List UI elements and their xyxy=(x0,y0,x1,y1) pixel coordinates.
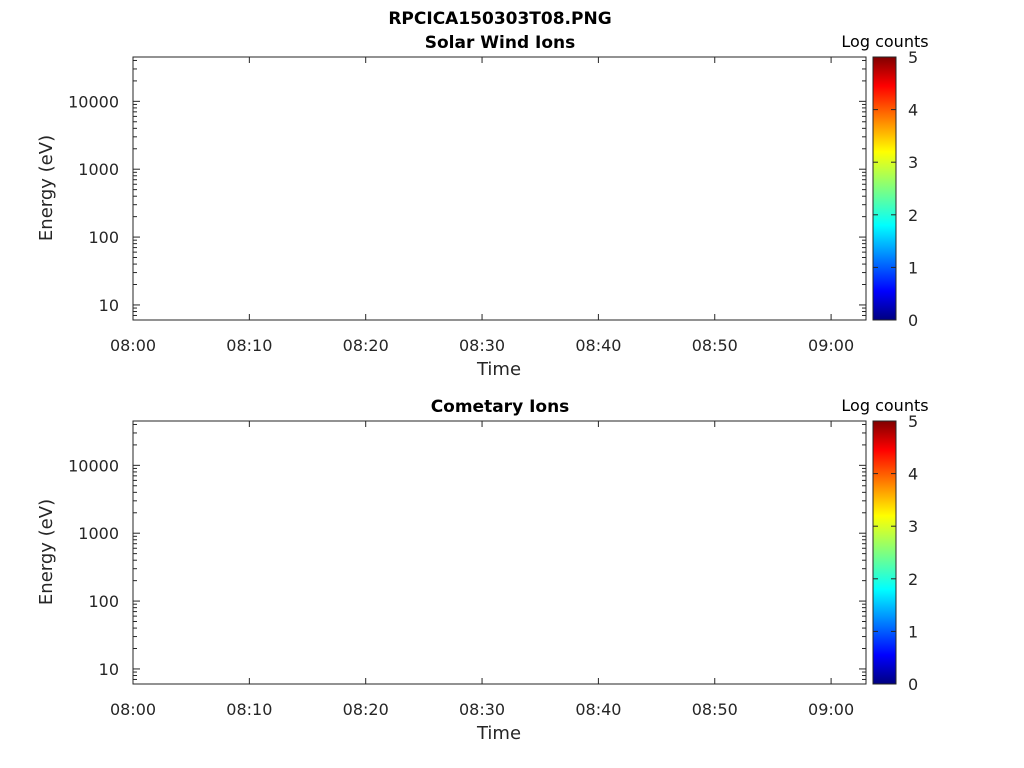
x-axis-label: Time xyxy=(476,359,521,380)
colorbar-tick-label: 5 xyxy=(908,412,918,431)
y-tick-label: 1000 xyxy=(78,160,119,179)
colorbar xyxy=(872,420,897,685)
y-tick-label: 10000 xyxy=(68,92,119,111)
colorbar-tick-label: 2 xyxy=(908,206,918,225)
colorbar-tick-label: 4 xyxy=(908,465,918,484)
x-tick-label: 08:10 xyxy=(226,700,272,719)
x-tick-label: 08:20 xyxy=(343,336,389,355)
y-axis-label: Energy (eV) xyxy=(36,135,57,241)
plot-area xyxy=(132,420,867,685)
x-tick-label: 08:50 xyxy=(692,700,738,719)
colorbar-tick-label: 1 xyxy=(908,622,918,641)
x-tick-label: 09:00 xyxy=(808,700,854,719)
x-tick-label: 08:00 xyxy=(110,700,156,719)
x-axis-label: Time xyxy=(476,723,521,744)
solar-wind-panel: Solar Wind Ions Log counts Time Energy (… xyxy=(36,32,929,380)
panel-title: Cometary Ions xyxy=(431,397,570,417)
colorbar xyxy=(872,56,897,321)
colorbar-tick-label: 1 xyxy=(908,258,918,277)
colorbar-tick-label: 4 xyxy=(908,101,918,120)
x-tick-label: 08:50 xyxy=(692,336,738,355)
colorbar-label: Log counts xyxy=(841,32,928,51)
colorbar-tick-label: 0 xyxy=(908,675,918,694)
colorbar-label: Log counts xyxy=(841,396,928,415)
colorbar-tick-label: 3 xyxy=(908,153,918,172)
panel-title: Solar Wind Ions xyxy=(425,33,576,53)
cometary-panel: Cometary Ions Log counts Time Energy (eV… xyxy=(36,396,929,744)
y-tick-label: 10 xyxy=(99,660,119,679)
figure-title: RPCICA150303T08.PNG xyxy=(388,9,611,29)
plot-area xyxy=(132,56,867,321)
colorbar-tick-label: 2 xyxy=(908,570,918,589)
colorbar-tick-label: 0 xyxy=(908,311,918,330)
y-tick-label: 10 xyxy=(99,296,119,315)
y-tick-label: 1000 xyxy=(78,524,119,543)
x-tick-label: 08:00 xyxy=(110,336,156,355)
x-tick-label: 08:30 xyxy=(459,336,505,355)
x-tick-label: 08:40 xyxy=(575,336,621,355)
y-axis-label: Energy (eV) xyxy=(36,499,57,605)
x-tick-label: 08:20 xyxy=(343,700,389,719)
y-tick-label: 100 xyxy=(88,228,119,247)
x-tick-label: 08:40 xyxy=(575,700,621,719)
y-tick-label: 100 xyxy=(88,592,119,611)
colorbar-tick-label: 3 xyxy=(908,517,918,536)
x-tick-label: 08:10 xyxy=(226,336,272,355)
x-tick-label: 09:00 xyxy=(808,336,854,355)
colorbar-tick-label: 5 xyxy=(908,48,918,67)
y-tick-label: 10000 xyxy=(68,456,119,475)
x-tick-label: 08:30 xyxy=(459,700,505,719)
